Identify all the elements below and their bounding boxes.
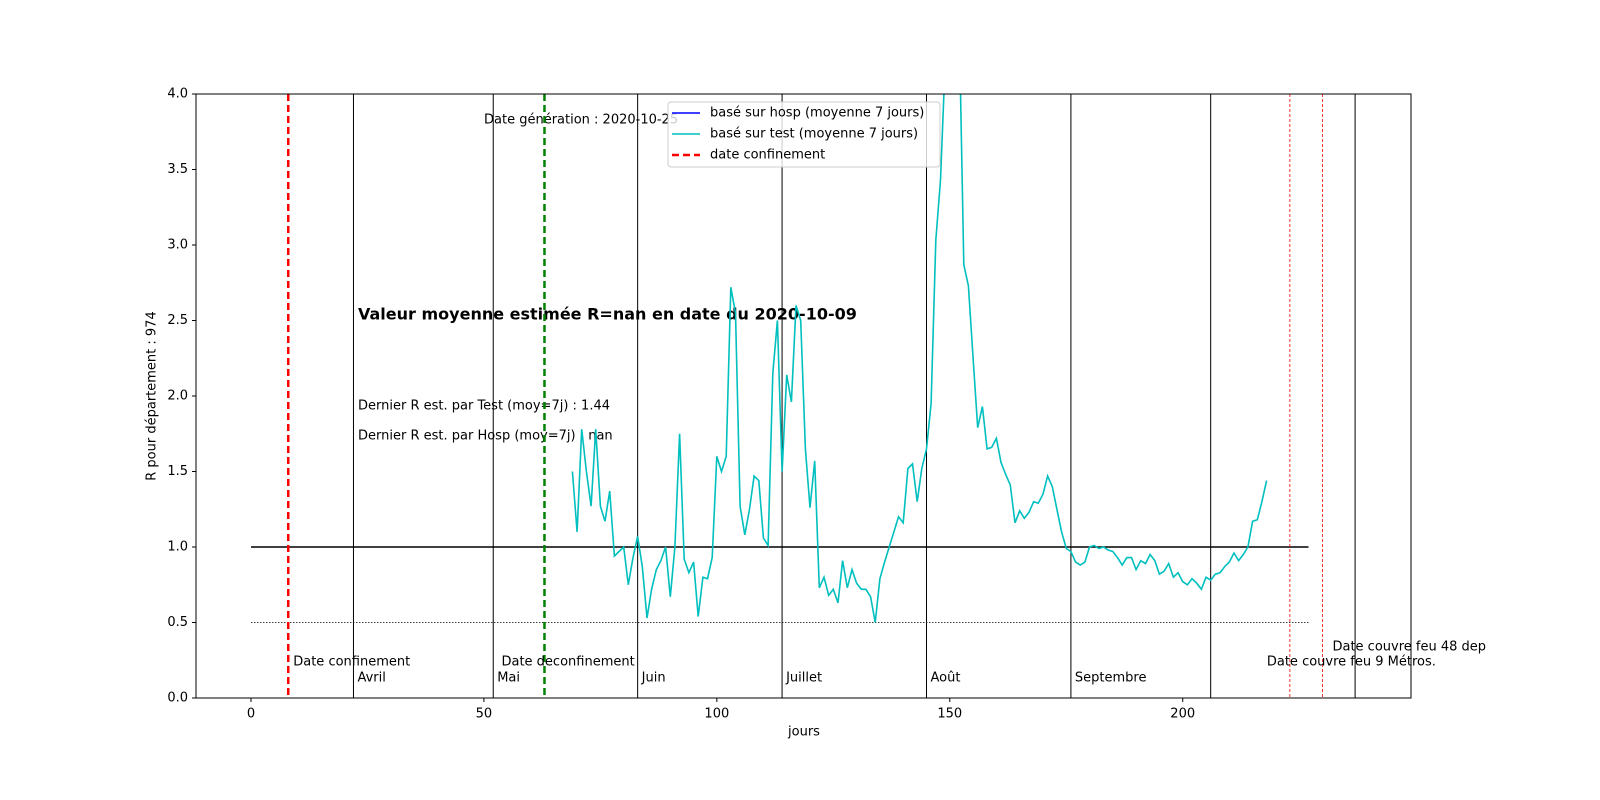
- month-label: Juillet: [785, 671, 822, 686]
- month-label: Mai: [497, 671, 520, 686]
- curfew-label: Date couvre feu 48 dep: [1332, 640, 1486, 655]
- y-tick-label: 3.5: [167, 162, 188, 177]
- month-label: Septembre: [1075, 671, 1147, 686]
- month-label: Avril: [357, 671, 385, 686]
- x-tick-label: 200: [1170, 707, 1195, 722]
- y-tick-label: 1.5: [167, 464, 188, 479]
- y-tick-label: 1.0: [167, 540, 188, 555]
- y-tick-label: 3.0: [167, 238, 188, 253]
- event-label: Date deconfinement: [501, 655, 634, 670]
- x-axis-label: jours: [787, 725, 820, 740]
- y-tick-label: 2.5: [167, 313, 188, 328]
- axes-frame: [195, 93, 1412, 699]
- event-label: Date confinement: [293, 655, 410, 670]
- generation-date: Date génération : 2020-10-25: [484, 113, 678, 128]
- legend-box: [667, 101, 941, 168]
- legend-label: basé sur hosp (moyenne 7 jours): [710, 106, 924, 121]
- legend: basé sur hosp (moyenne 7 jours) basé sur …: [667, 101, 941, 168]
- last-test-text: Dernier R est. par Test (moy=7j) : 1.44: [358, 399, 610, 414]
- y-tick-label: 2.0: [167, 389, 188, 404]
- legend-label: basé sur test (moyenne 7 jours): [710, 127, 918, 142]
- x-tick-label: 0: [247, 707, 255, 722]
- x-tick-label: 100: [704, 707, 729, 722]
- legend-label: date confinement: [710, 148, 825, 163]
- curfew-label: Date couvre feu 9 Métros.: [1267, 655, 1436, 670]
- plot-area: [571, 94, 1268, 623]
- month-label: Août: [930, 671, 960, 686]
- month-label: Juin: [641, 671, 666, 686]
- x-tick-label: 50: [476, 707, 493, 722]
- y-axis-label: R pour département : 974: [145, 311, 160, 480]
- series-line: [571, 94, 1268, 623]
- y-tick-label: 0.5: [167, 615, 188, 630]
- y-tick-label: 4.0: [167, 87, 188, 102]
- last-hosp-text: Dernier R est. par Hosp (moy=7j) : nan: [358, 429, 613, 444]
- y-tick-label: 0.0: [167, 691, 188, 706]
- x-tick-label: 150: [937, 707, 962, 722]
- mean-value-text: Valeur moyenne estimée R=nan en date du …: [358, 305, 857, 324]
